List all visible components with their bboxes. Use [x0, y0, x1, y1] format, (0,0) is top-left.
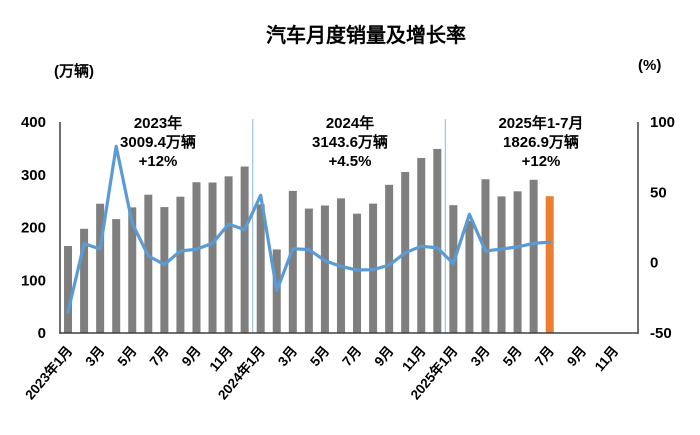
bar-2023-11 — [224, 176, 233, 333]
right-axis-tick-50: 50 — [650, 184, 667, 201]
annotation-2025-volume: 1826.9万辆 — [503, 134, 579, 151]
bar-2025-03 — [481, 179, 490, 333]
bar-2023-06 — [144, 194, 153, 333]
annotation-2024: 2024年 3143.6万辆 +4.5% — [262, 114, 438, 171]
bar-2023-04 — [112, 219, 121, 333]
bar-2023-07 — [160, 207, 169, 333]
x-axis-tick-1: 3月 — [82, 343, 107, 369]
bar-2023-08 — [176, 196, 185, 333]
growth-rate-line — [66, 144, 552, 314]
annotation-2025-period: 2025年1-7月 — [498, 115, 584, 132]
bar-2023-05 — [128, 207, 137, 333]
x-axis-tick-4: 9月 — [179, 343, 204, 369]
annotation-2023: 2023年 3009.4万辆 +12% — [70, 114, 246, 171]
left-axis-tick-0: 0 — [38, 325, 46, 342]
bar-2023-01 — [64, 246, 73, 333]
x-axis-tick-7: 3月 — [275, 343, 300, 369]
bar-2024-05 — [320, 205, 329, 333]
annotation-2024-volume: 3143.6万辆 — [312, 134, 388, 151]
bar-2025-06 — [529, 179, 538, 333]
bar-2024-01 — [256, 204, 265, 333]
bar-2023-12 — [240, 166, 249, 333]
x-axis-tick-9: 7月 — [339, 343, 364, 369]
x-axis-tick-3: 7月 — [147, 343, 172, 369]
left-axis-unit-label: (万辆) — [54, 63, 94, 80]
annotation-2024-growth: +4.5% — [328, 153, 372, 170]
annotation-2024-year: 2024年 — [325, 115, 375, 132]
bar-2025-05 — [513, 191, 522, 333]
bar-2023-09 — [192, 182, 201, 333]
x-axis-tick-5: 11月 — [207, 343, 236, 374]
bar-2023-10 — [208, 182, 217, 333]
annotation-2025: 2025年1-7月 1826.9万辆 +12% — [453, 114, 629, 171]
bar-2023-02 — [80, 228, 89, 333]
x-axis-tick-2: 5月 — [115, 343, 140, 369]
x-axis-tick-16: 9月 — [564, 343, 589, 369]
annotation-2023-year: 2023年 — [133, 115, 183, 132]
x-axis-tick-0: 2023年1月 — [22, 343, 76, 403]
x-axis-tick-8: 5月 — [307, 343, 332, 369]
bar-2025-02 — [465, 220, 474, 333]
bar-2024-12 — [433, 148, 442, 333]
x-axis-tick-15: 7月 — [532, 343, 557, 369]
right-axis-tick-0: 0 — [650, 255, 658, 272]
bar-2024-03 — [288, 190, 297, 333]
left-axis-tick-400: 400 — [21, 114, 46, 131]
x-axis-tick-13: 3月 — [468, 343, 493, 369]
annotation-2023-growth: +12% — [138, 153, 178, 170]
right-axis-unit-label: (%) — [638, 57, 662, 74]
bar-2025-04 — [497, 196, 506, 333]
x-axis-tick-11: 11月 — [399, 343, 428, 374]
annotation-2025-growth: +12% — [521, 153, 561, 170]
left-axis-tick-100: 100 — [21, 272, 46, 289]
bar-2025-01 — [449, 205, 458, 333]
x-axis-tick-10: 9月 — [371, 343, 396, 369]
bar-2023-03 — [96, 203, 105, 333]
x-axis-tick-17: 11月 — [592, 343, 621, 374]
chart-title: 汽车月度销量及增长率 — [266, 25, 466, 47]
bar-2024-04 — [304, 208, 313, 333]
left-axis-tick-300: 300 — [21, 167, 46, 184]
right-axis-tick--50: -50 — [650, 325, 672, 342]
bar-2024-07 — [353, 213, 362, 333]
annotation-2023-volume: 3009.4万辆 — [120, 134, 196, 151]
right-axis-tick-100: 100 — [650, 114, 675, 131]
x-axis-tick-14: 5月 — [500, 343, 525, 369]
bar-2024-09 — [385, 184, 394, 333]
left-axis-tick-200: 200 — [21, 220, 46, 237]
bar-highlight-2025-07 — [545, 196, 554, 333]
